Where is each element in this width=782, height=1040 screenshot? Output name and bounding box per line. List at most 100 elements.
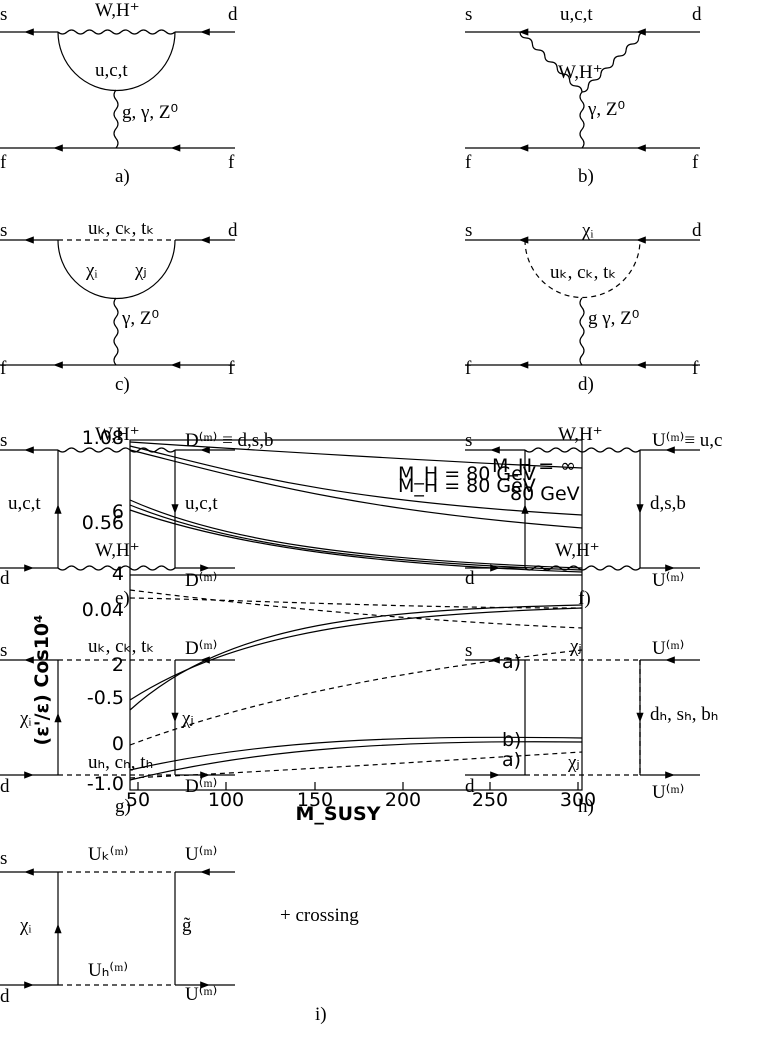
curve-dashed bbox=[129, 751, 583, 779]
label: g, γ, Z⁰ bbox=[122, 102, 178, 123]
label: 2 bbox=[112, 654, 124, 676]
label: M_SUSY bbox=[296, 803, 381, 825]
curve-dashed bbox=[129, 589, 583, 629]
label: χᵢ bbox=[85, 260, 98, 281]
label: D⁽ᵐ⁾ bbox=[185, 776, 217, 797]
label: χᵢ bbox=[19, 708, 32, 729]
label: d bbox=[228, 220, 238, 241]
label: U⁽ᵐ⁾ bbox=[185, 984, 217, 1005]
loop bbox=[524, 239, 641, 299]
label: 200 bbox=[385, 789, 421, 811]
label: U⁽ᵐ⁾≡ u,c bbox=[652, 430, 723, 451]
label: f bbox=[465, 152, 472, 173]
label: W,H⁺ bbox=[558, 62, 603, 83]
curve bbox=[129, 607, 583, 701]
label: d,s,b bbox=[650, 493, 686, 514]
label: M_H = 80 GeV bbox=[398, 475, 536, 497]
curve bbox=[129, 504, 583, 571]
label: f bbox=[0, 358, 7, 379]
label: χⱼ bbox=[134, 260, 147, 281]
label: f bbox=[0, 152, 7, 173]
label: 0 bbox=[112, 733, 124, 755]
label: f bbox=[228, 152, 235, 173]
curve-dashed bbox=[129, 597, 583, 609]
label: D⁽ᵐ⁾ bbox=[185, 570, 217, 591]
label: s bbox=[0, 640, 7, 661]
label: d) bbox=[578, 374, 594, 395]
label: d bbox=[0, 986, 10, 1007]
label: s bbox=[0, 220, 7, 241]
label: Uₖ⁽ᵐ⁾ bbox=[88, 844, 128, 865]
label: W,H⁺ bbox=[95, 540, 140, 561]
label: s bbox=[465, 4, 472, 25]
loop bbox=[57, 239, 176, 300]
label: χⱼ bbox=[569, 636, 582, 657]
label: M_H = ∞ bbox=[492, 455, 576, 477]
label: + crossing bbox=[280, 905, 359, 926]
label: W,H⁺ bbox=[95, 424, 140, 445]
label: a) bbox=[502, 651, 521, 673]
boson bbox=[57, 447, 176, 453]
label: -1.0 bbox=[87, 773, 124, 795]
label: χᵢ bbox=[581, 220, 594, 241]
label: d bbox=[0, 568, 10, 589]
label: d bbox=[0, 776, 10, 797]
label: 1.08 bbox=[82, 427, 124, 449]
label: 80 GeV bbox=[510, 483, 580, 505]
label: (ε'/ε) Cos10⁴ bbox=[31, 615, 53, 746]
label: s bbox=[0, 4, 7, 25]
label: χⱼ bbox=[567, 752, 580, 773]
boson bbox=[579, 297, 585, 366]
curve bbox=[129, 741, 583, 781]
label: dₕ, sₕ, bₕ bbox=[650, 704, 718, 725]
label: d bbox=[692, 220, 702, 241]
label: uₖ, cₖ, tₖ bbox=[88, 636, 154, 657]
label: d bbox=[465, 568, 475, 589]
label: s bbox=[465, 220, 472, 241]
label: d bbox=[692, 4, 702, 25]
label: e) bbox=[115, 588, 130, 609]
curve bbox=[129, 441, 583, 469]
curve bbox=[129, 509, 583, 573]
label: d bbox=[465, 776, 475, 797]
label: s bbox=[0, 848, 7, 869]
label: 250 bbox=[472, 789, 508, 811]
label: 50 bbox=[126, 789, 150, 811]
curve bbox=[129, 736, 583, 771]
plot-frame bbox=[129, 439, 583, 791]
label: s bbox=[0, 430, 7, 451]
label: s bbox=[465, 640, 472, 661]
label: c) bbox=[115, 374, 130, 395]
label: Uₕ⁽ᵐ⁾ bbox=[88, 960, 128, 981]
label: a) bbox=[115, 166, 130, 187]
label: u,c,t bbox=[95, 60, 128, 81]
label: 300 bbox=[560, 789, 596, 811]
label: uₕ, cₕ, tₕ bbox=[88, 752, 153, 773]
label: 100 bbox=[208, 789, 244, 811]
label: a) bbox=[502, 749, 521, 771]
label: b) bbox=[502, 729, 521, 751]
curve bbox=[129, 499, 583, 569]
label: χⱼ bbox=[181, 708, 194, 729]
label: U⁽ᵐ⁾ bbox=[652, 638, 684, 659]
label: g̃ bbox=[182, 915, 192, 936]
label: 4 bbox=[112, 563, 124, 585]
label: u,c,t bbox=[185, 493, 218, 514]
label: 150 bbox=[297, 789, 333, 811]
label: U⁽ᵐ⁾ bbox=[652, 570, 684, 591]
boson bbox=[519, 31, 583, 93]
label: W,H⁺ bbox=[555, 540, 600, 561]
curve bbox=[129, 445, 583, 516]
boson bbox=[113, 89, 119, 149]
label: U⁽ᵐ⁾ bbox=[185, 844, 217, 865]
boson bbox=[579, 91, 585, 149]
boson bbox=[581, 31, 646, 93]
boson bbox=[57, 29, 176, 35]
label: u,c,t bbox=[8, 493, 41, 514]
curve bbox=[129, 449, 583, 529]
label: D⁽ᵐ⁾ bbox=[185, 638, 217, 659]
label: uₖ, cₖ, tₖ bbox=[88, 218, 154, 239]
label: h) bbox=[578, 796, 594, 817]
boson bbox=[57, 565, 176, 571]
